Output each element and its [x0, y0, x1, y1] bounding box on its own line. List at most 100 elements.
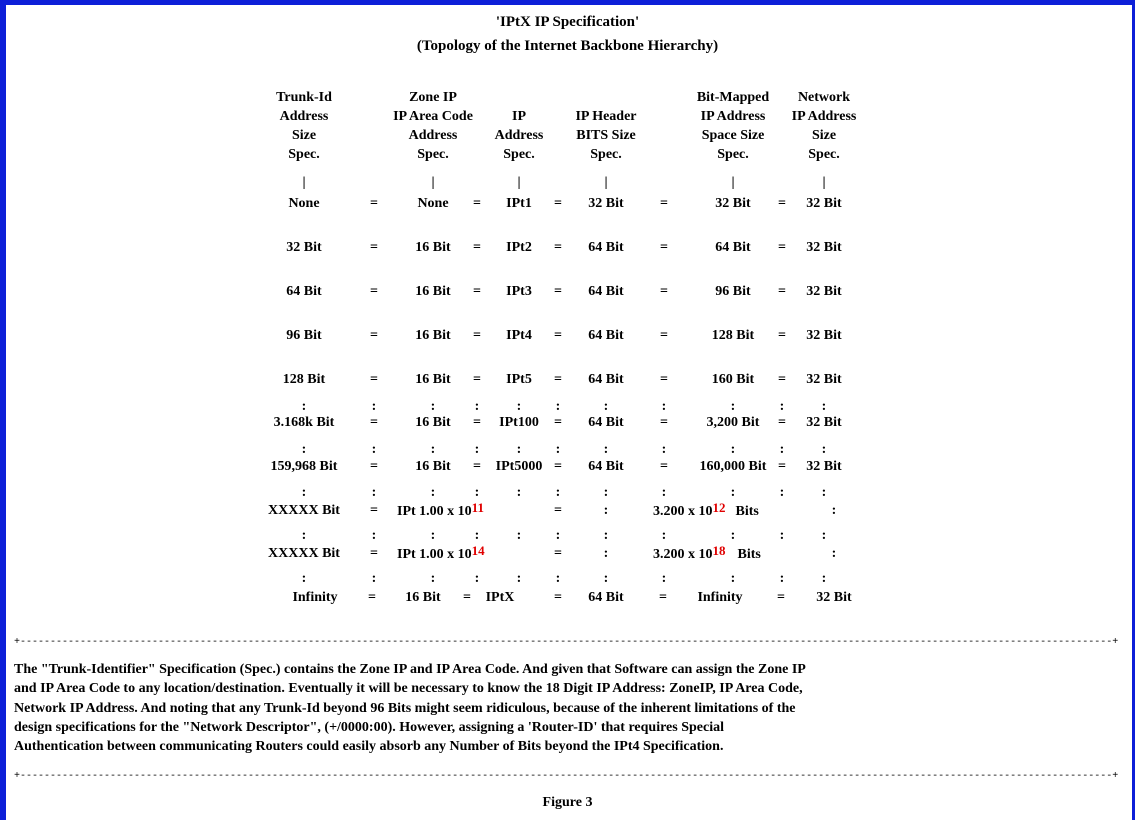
cell-zone: 16 Bit	[405, 590, 441, 605]
equals-sign: =	[554, 196, 562, 211]
colon-separator: :	[779, 442, 785, 457]
cell-hdr: 64 Bit	[588, 240, 624, 255]
cell-net: 32 Bit	[806, 459, 842, 474]
equals-sign: =	[554, 459, 562, 474]
paragraph-line: design specifications for the "Network D…	[14, 719, 724, 735]
cell-zone: 16 Bit	[415, 328, 451, 343]
cell-space: Infinity	[697, 590, 743, 605]
column-header-line: IP Area Code	[393, 109, 473, 124]
column-header-line: Spec.	[288, 147, 320, 162]
space-exponent: 18	[712, 543, 726, 558]
equals-sign: =	[370, 284, 378, 299]
equals-sign: =	[368, 590, 376, 605]
separator-rule-top: +---------------------------------------…	[14, 638, 1118, 648]
colon-separator: :	[555, 399, 561, 414]
equals-sign: =	[660, 415, 668, 430]
equals-sign: =	[473, 284, 481, 299]
colon-separator: :	[779, 528, 785, 543]
colon-separator: :	[730, 485, 736, 500]
cell-hdr: 64 Bit	[588, 459, 624, 474]
cell-ip: IPt2	[506, 240, 532, 255]
colon-separator: :	[661, 571, 667, 586]
title-line-1: 'IPtX IP Specification'	[495, 14, 640, 30]
cell-hdr: 32 Bit	[588, 196, 624, 211]
colon-separator: :	[371, 485, 377, 500]
cell-net: 32 Bit	[816, 590, 852, 605]
column-header-line: IP Address	[700, 109, 766, 124]
cell-net: 32 Bit	[806, 284, 842, 299]
equals-sign: =	[554, 372, 562, 387]
colon-separator: :	[430, 571, 436, 586]
description-paragraph: The "Trunk-Identifier" Specification (Sp…	[14, 660, 1114, 756]
equals-sign: =	[370, 415, 378, 430]
cell-trunk: 3.168k Bit	[273, 415, 335, 430]
equals-sign: =	[660, 240, 668, 255]
cell-ip: IPt3	[506, 284, 532, 299]
equals-sign: =	[473, 328, 481, 343]
equals-sign: =	[660, 459, 668, 474]
column-header-line: Size	[291, 128, 317, 143]
colon-separator: :	[301, 528, 307, 543]
rule-corner: +	[1112, 638, 1118, 648]
colon-separator: :	[821, 442, 827, 457]
cell-ip: IPt100	[499, 415, 539, 430]
equals-sign: =	[370, 546, 378, 561]
equals-sign: =	[554, 284, 562, 299]
cell-space: 160 Bit	[711, 372, 755, 387]
equals-sign: =	[554, 240, 562, 255]
space-base: 3.200 x 10	[653, 504, 713, 519]
colon-separator: :	[301, 399, 307, 414]
colon-separator: :	[474, 571, 480, 586]
equals-sign: =	[778, 240, 786, 255]
paragraph-line: and IP Area Code to any location/destina…	[14, 681, 803, 697]
equals-sign: =	[473, 415, 481, 430]
cell-zone: 16 Bit	[415, 372, 451, 387]
colon-separator: :	[779, 399, 785, 414]
colon-separator: :	[730, 528, 736, 543]
cell-hdr: 64 Bit	[588, 415, 624, 430]
header-tick: |	[604, 175, 608, 190]
cell-trunk: 96 Bit	[286, 328, 322, 343]
column-header-line: Spec.	[717, 147, 749, 162]
ip-exponent: 11	[471, 500, 484, 515]
colon-separator: :	[474, 442, 480, 457]
equals-sign: =	[554, 590, 562, 605]
colon-separator: :	[730, 442, 736, 457]
colon-separator: :	[603, 546, 609, 561]
cell-ip: IPt1	[506, 196, 532, 211]
rule-dashes: ----------------------------------------…	[20, 772, 1113, 782]
colon-separator: :	[821, 571, 827, 586]
cell-space: 96 Bit	[715, 284, 751, 299]
cell-ip: IPt5000	[495, 459, 543, 474]
equals-sign: =	[778, 415, 786, 430]
cell-hdr: 64 Bit	[588, 284, 624, 299]
equals-sign: =	[778, 284, 786, 299]
colon-separator: :	[474, 399, 480, 414]
cell-zone: 16 Bit	[415, 415, 451, 430]
cell-space: 3,200 Bit	[706, 415, 760, 430]
cell-net: 32 Bit	[806, 196, 842, 211]
colon-separator: :	[779, 485, 785, 500]
cell-net: 32 Bit	[806, 328, 842, 343]
cell-net: 32 Bit	[806, 372, 842, 387]
colon-separator: :	[430, 485, 436, 500]
equals-sign: =	[473, 240, 481, 255]
space-unit: Bits	[735, 504, 759, 519]
colon-separator: :	[779, 571, 785, 586]
space-base: 3.200 x 10	[653, 547, 713, 562]
column-header-line: Network	[797, 90, 851, 105]
equals-sign: =	[660, 372, 668, 387]
equals-sign: =	[554, 415, 562, 430]
colon-separator: :	[371, 399, 377, 414]
colon-separator: :	[516, 528, 522, 543]
colon-separator: :	[730, 399, 736, 414]
colon-separator: :	[831, 546, 837, 561]
title-line-2: (Topology of the Internet Backbone Hiera…	[416, 38, 719, 54]
colon-separator: :	[730, 571, 736, 586]
column-header-line: Bit-Mapped	[696, 90, 770, 105]
colon-separator: :	[603, 485, 609, 500]
column-header-line: Size	[811, 128, 837, 143]
equals-sign: =	[463, 590, 471, 605]
column-header-line: Spec.	[503, 147, 535, 162]
colon-separator: :	[516, 399, 522, 414]
